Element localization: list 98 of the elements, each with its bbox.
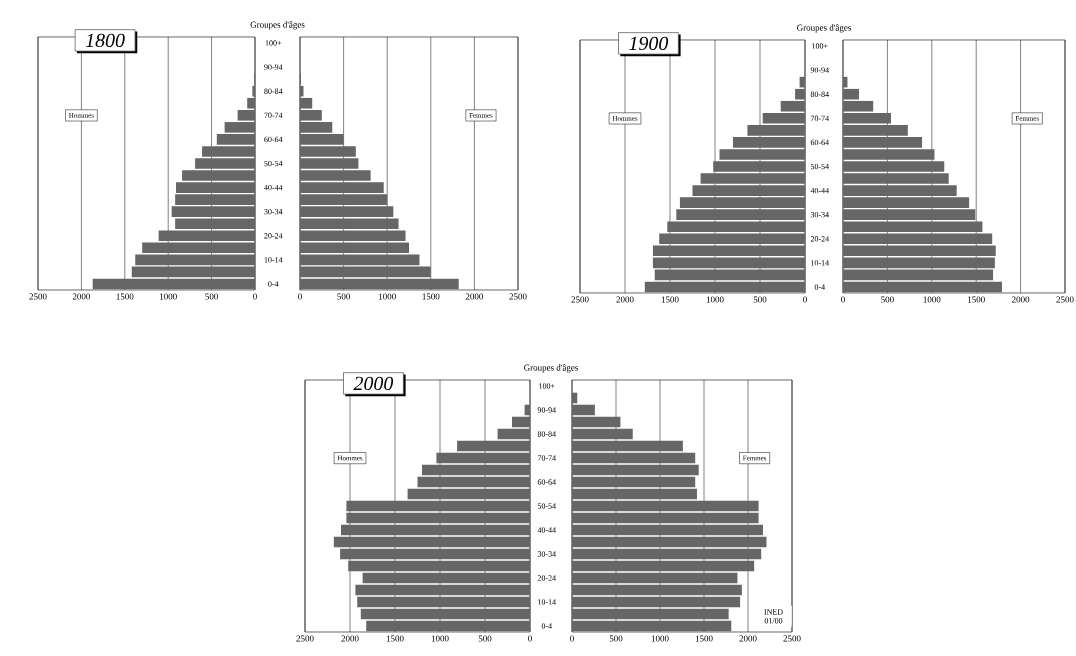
x-tick-label: 2500 [29, 293, 47, 300]
x-tick-label: 1500 [695, 635, 713, 642]
x-tick-label: 2000 [739, 635, 757, 642]
bar [360, 608, 531, 620]
bar [572, 524, 763, 536]
bar [407, 488, 531, 500]
bar [300, 266, 431, 278]
x-tick-label: 2500 [509, 293, 527, 300]
bar [355, 584, 531, 596]
bar [572, 572, 738, 584]
bar [572, 476, 696, 488]
bar [795, 88, 806, 100]
x-tick-label: 500 [609, 635, 623, 642]
x-tick-label: 2000 [341, 635, 359, 642]
x-tick-label: 1000 [923, 296, 941, 303]
x-tick-label: 500 [337, 293, 350, 300]
bar [92, 278, 255, 290]
x-tick-label: 0 [841, 296, 845, 303]
bar [843, 257, 995, 269]
bar [572, 548, 762, 560]
bar [300, 242, 410, 254]
x-tick-label: 2500 [1056, 296, 1074, 303]
x-tick-label: 1500 [386, 635, 404, 642]
bar [346, 512, 531, 524]
bar [654, 269, 806, 281]
bar [572, 596, 741, 608]
bar [348, 560, 531, 572]
bar [572, 488, 697, 500]
annotation: 1900 [629, 36, 669, 51]
x-tick-label: 2000 [72, 293, 91, 300]
bar [652, 257, 806, 269]
bar [142, 242, 255, 254]
x-tick-label: 0 [803, 296, 807, 303]
x-tick-label: 0 [298, 293, 302, 300]
x-tick-label: 2500 [296, 635, 314, 642]
bar [357, 596, 531, 608]
x-tick-label: 0 [528, 635, 532, 642]
bar [572, 404, 595, 416]
x-tick-label: 2500 [571, 296, 589, 303]
bar [422, 464, 531, 476]
bar [512, 416, 531, 428]
x-tick-label: 1000 [160, 293, 177, 300]
bar [572, 428, 633, 440]
x-tick-label: 1500 [422, 293, 440, 300]
bar [843, 281, 1002, 293]
x-tick-label: 1000 [651, 635, 669, 642]
bar [135, 254, 255, 266]
bar [252, 85, 255, 97]
x-tick-label: 1000 [379, 293, 396, 300]
bar [572, 500, 759, 512]
bar [362, 572, 531, 584]
chart-title: Groupes d'âges [524, 364, 579, 373]
bar [300, 254, 420, 266]
x-tick-label: 0 [253, 293, 257, 300]
bar [341, 524, 531, 536]
x-tick-label: 1500 [968, 296, 985, 303]
bar [572, 620, 732, 632]
chart-title: Groupes d'âges [797, 24, 852, 33]
x-tick-label: 2500 [783, 635, 801, 642]
x-tick-label: 2000 [616, 296, 634, 303]
x-tick-label: 500 [881, 296, 894, 303]
bar [340, 548, 531, 560]
x-tick-label: 1500 [661, 296, 679, 303]
bar [572, 464, 699, 476]
bar [572, 584, 742, 596]
x-tick-label: 500 [753, 296, 767, 303]
annotation: 1800 [85, 33, 125, 48]
bar [843, 245, 996, 257]
chart-title: Groupes d'âges [250, 21, 305, 30]
x-tick-label: 500 [478, 635, 492, 642]
bar [572, 560, 755, 572]
bar [843, 269, 994, 281]
bar [572, 440, 683, 452]
x-tick-label: 2000 [465, 293, 484, 300]
bar [572, 608, 729, 620]
bar [417, 476, 531, 488]
bar [497, 428, 531, 440]
bar [346, 500, 531, 512]
annotation: 2000 [353, 376, 394, 391]
bar [572, 416, 621, 428]
bar [572, 452, 696, 464]
bar [644, 281, 806, 293]
bar [436, 452, 531, 464]
x-tick-label: 2000 [1012, 296, 1030, 303]
bar [843, 88, 859, 100]
x-tick-label: 0 [570, 635, 574, 642]
bar [572, 536, 767, 548]
x-tick-label: 1000 [431, 635, 449, 642]
x-tick-label: 500 [205, 293, 218, 300]
bar [457, 440, 531, 452]
x-tick-label: 1000 [706, 296, 724, 303]
bar [572, 512, 759, 524]
x-tick-label: 1500 [116, 293, 134, 300]
bar [366, 620, 531, 632]
bar [333, 536, 531, 548]
bar [652, 245, 806, 257]
bar [131, 266, 255, 278]
bar [300, 278, 459, 290]
